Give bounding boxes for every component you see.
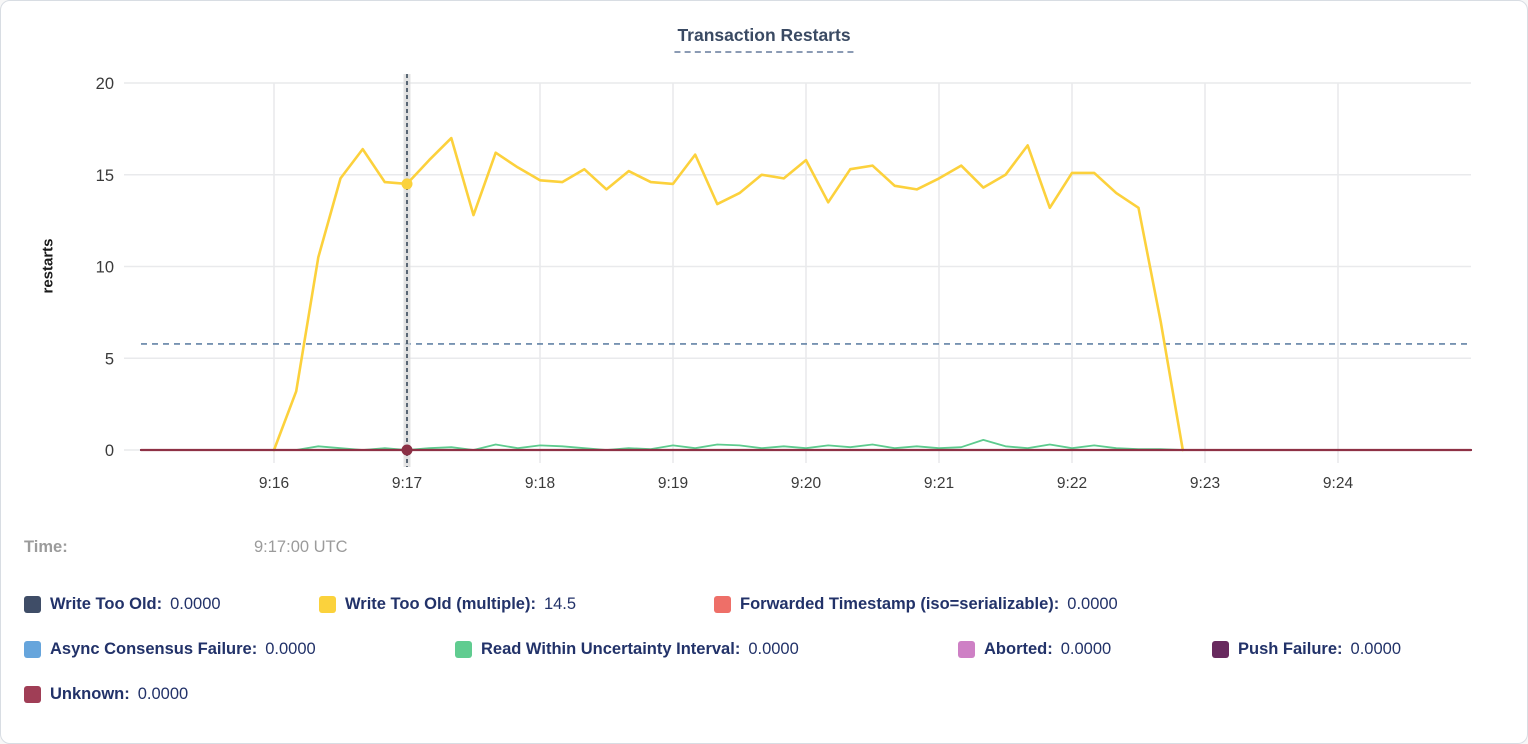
- hover-time-row: Time: 9:17:00 UTC: [1, 538, 1527, 562]
- legend-swatch: [714, 595, 731, 613]
- y-tick-label: 0: [105, 442, 114, 460]
- legend-item: Write Too Old (multiple): 14.5: [319, 595, 714, 614]
- series-line-read-within-uncertainty-interval: [273, 438, 1184, 451]
- legend-series-label: Forwarded Timestamp (iso=serializable):: [740, 594, 1060, 613]
- page-title[interactable]: Transaction Restarts: [674, 25, 854, 53]
- legend-swatch: [24, 640, 41, 658]
- x-tick-label: 9:22: [1057, 475, 1087, 492]
- legend-series-value: 0.0000: [265, 639, 316, 658]
- legend-series-label: Read Within Uncertainty Interval:: [481, 639, 741, 658]
- legend-swatch: [319, 595, 336, 613]
- legend-swatch: [24, 595, 41, 613]
- legend-swatch: [455, 640, 472, 658]
- legend-series-label: Aborted:: [984, 639, 1053, 658]
- legend-row: Async Consensus Failure: 0.0000 Read Withi…: [24, 635, 1514, 663]
- y-tick-label: 10: [96, 259, 114, 277]
- x-tick-label: 9:17: [392, 475, 422, 492]
- hover-point-write-too-old-multiple-: [401, 178, 413, 190]
- legend-series-label: Write Too Old:: [50, 594, 163, 613]
- legend-series-value: 0.0000: [137, 684, 189, 703]
- legend-item: Unknown: 0.0000: [24, 685, 188, 704]
- legend-series-value: 14.5: [543, 594, 577, 613]
- y-tick-label: 20: [96, 75, 114, 93]
- legend: Write Too Old: 0.0000 Write Too Old (multi…: [24, 590, 1514, 725]
- x-tick-label: 9:24: [1323, 475, 1354, 492]
- legend-swatch: [1212, 640, 1229, 658]
- legend-swatch: [958, 640, 975, 658]
- legend-item: Async Consensus Failure: 0.0000: [24, 640, 455, 659]
- y-tick-label: 15: [96, 167, 114, 185]
- x-tick-label: 9:23: [1190, 475, 1220, 492]
- x-tick-label: 9:16: [259, 475, 289, 492]
- legend-series-label: Push Failure:: [1238, 639, 1343, 658]
- legend-series-value: 0.0000: [748, 639, 799, 658]
- legend-series-value: 0.0000: [1060, 639, 1112, 658]
- legend-item: Forwarded Timestamp (iso=serializable): 0…: [714, 595, 1118, 614]
- time-value: 9:17:00 UTC: [254, 538, 348, 556]
- legend-item: Aborted: 0.0000: [958, 640, 1212, 659]
- series-line-write-too-old-multiple-: [272, 136, 1185, 452]
- legend-series-value: 0.0000: [170, 594, 221, 613]
- legend-item: Push Failure: 0.0000: [1212, 640, 1401, 659]
- legend-series-label: Async Consensus Failure:: [50, 639, 258, 658]
- legend-row: Write Too Old: 0.0000 Write Too Old (multi…: [24, 590, 1514, 618]
- legend-item: Read Within Uncertainty Interval: 0.0000: [455, 640, 958, 659]
- legend-swatch: [24, 685, 41, 703]
- x-tick-label: 9:19: [658, 475, 688, 492]
- transaction-restarts-chart[interactable]: 0 5 10 15 20 9:16 9:17 9:18 9:19 9:20 9:21 9:22 9:23…: [1, 1, 1528, 511]
- legend-row: Unknown: 0.0000: [24, 680, 1514, 708]
- hover-point-unknown: [401, 444, 413, 456]
- legend-series-label: Unknown:: [50, 684, 130, 703]
- legend-series-value: 0.0000: [1067, 594, 1118, 613]
- x-tick-label: 9:18: [525, 475, 555, 492]
- legend-series-value: 0.0000: [1350, 639, 1401, 658]
- y-tick-label: 5: [105, 350, 114, 368]
- x-tick-label: 9:21: [924, 475, 954, 492]
- legend-item: Write Too Old: 0.0000: [24, 595, 319, 614]
- time-label: Time:: [24, 538, 68, 556]
- x-tick-label: 9:20: [791, 475, 822, 492]
- legend-series-label: Write Too Old (multiple):: [345, 594, 536, 613]
